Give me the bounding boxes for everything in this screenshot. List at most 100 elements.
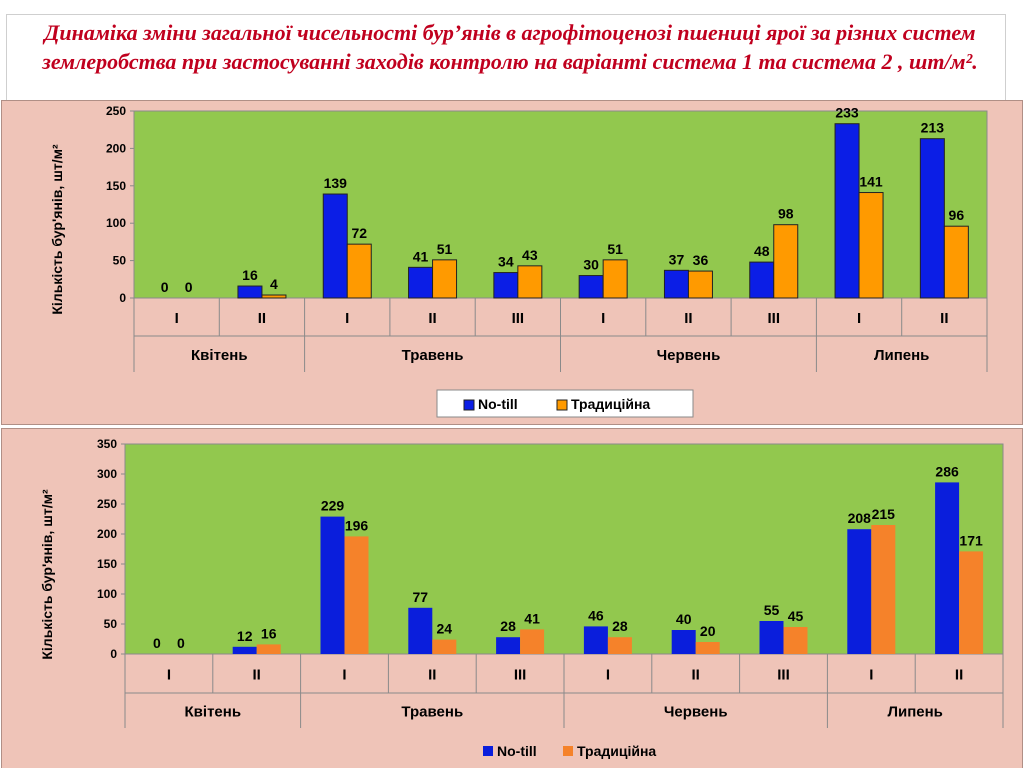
category-label: I	[606, 667, 610, 684]
y-tick-label: 100	[97, 587, 117, 601]
data-label: 196	[345, 517, 369, 533]
data-label: 141	[859, 174, 883, 190]
legend-label: Традиційна	[571, 396, 650, 412]
legend-swatch	[483, 746, 493, 756]
bar	[237, 285, 263, 299]
category-label: I	[601, 310, 605, 327]
bar	[607, 637, 632, 654]
category-label: II	[428, 667, 436, 684]
category-label: II	[940, 310, 948, 327]
data-label: 30	[583, 257, 599, 273]
data-label: 98	[778, 206, 794, 222]
data-label: 16	[261, 625, 277, 641]
data-label: 77	[413, 589, 429, 605]
y-tick-label: 250	[106, 104, 126, 118]
group-label: Липень	[887, 704, 942, 721]
bar	[493, 272, 519, 299]
bar	[432, 639, 457, 654]
bar	[602, 259, 628, 299]
legend-swatch	[563, 746, 573, 756]
data-label: 28	[500, 618, 516, 634]
data-label: 229	[321, 498, 345, 514]
data-label: 41	[524, 610, 540, 626]
data-label: 43	[522, 247, 538, 263]
bar	[408, 266, 434, 299]
legend-label: Традиційна	[577, 743, 656, 759]
bar	[583, 626, 608, 654]
data-label: 28	[612, 618, 628, 634]
bar	[432, 259, 458, 299]
slide-title: Динаміка зміни загальної чисельності бур…	[42, 20, 978, 74]
bar	[496, 637, 521, 654]
bar	[517, 265, 543, 299]
category-label: II	[692, 667, 700, 684]
y-tick-label: 150	[106, 179, 126, 193]
data-label: 16	[242, 267, 258, 283]
bar	[232, 646, 257, 654]
data-label: 208	[848, 510, 872, 526]
group-label: Червень	[657, 347, 721, 364]
bar	[847, 529, 872, 654]
y-tick-label: 0	[119, 291, 126, 305]
category-label: II	[684, 310, 692, 327]
category-label: I	[869, 667, 873, 684]
category-label: III	[514, 667, 527, 684]
group-label: Квітень	[185, 704, 242, 721]
data-label: 72	[351, 225, 367, 241]
data-label: 233	[835, 105, 859, 121]
bar	[322, 193, 348, 299]
y-tick-label: 300	[97, 467, 117, 481]
category-label: I	[167, 667, 171, 684]
legend-label: No-till	[497, 743, 537, 759]
data-label: 286	[935, 463, 959, 479]
bar	[959, 551, 984, 654]
bar	[943, 225, 969, 299]
category-label: II	[428, 310, 436, 327]
bar	[261, 294, 287, 299]
bar	[256, 644, 281, 654]
bar	[749, 261, 775, 299]
bar	[935, 482, 960, 654]
y-tick-label: 350	[97, 437, 117, 451]
bar	[858, 192, 884, 299]
data-label: 51	[607, 241, 623, 257]
data-label: 34	[498, 254, 514, 270]
legend-swatch	[463, 399, 475, 411]
bar	[783, 627, 808, 654]
bar	[773, 224, 799, 299]
y-tick-label: 200	[97, 527, 117, 541]
bar	[344, 536, 369, 654]
group-label: Квітень	[191, 347, 248, 364]
group-label: Травень	[402, 347, 464, 364]
y-axis-title: Кількість бур'янів, шт/м²	[39, 489, 55, 660]
bar	[671, 630, 696, 654]
category-label: I	[342, 667, 346, 684]
y-axis-title: Кількість бур'янів, шт/м²	[49, 144, 65, 315]
data-label: 45	[788, 608, 804, 624]
bar	[759, 621, 784, 654]
bar	[687, 270, 713, 299]
category-label: II	[955, 667, 963, 684]
data-label: 37	[669, 251, 685, 267]
bar	[834, 123, 860, 299]
y-tick-label: 50	[113, 254, 127, 268]
legend-swatch	[556, 399, 568, 411]
data-label: 48	[754, 243, 770, 259]
bar	[408, 607, 433, 654]
y-tick-label: 250	[97, 497, 117, 511]
data-label: 20	[700, 623, 716, 639]
data-label: 55	[764, 602, 780, 618]
category-label: III	[512, 310, 525, 327]
data-label: 41	[413, 248, 429, 264]
bar	[663, 269, 689, 299]
bar	[578, 275, 604, 299]
data-label: 36	[693, 252, 709, 268]
y-tick-label: 50	[104, 617, 118, 631]
data-label: 51	[437, 241, 453, 257]
bar	[871, 525, 896, 654]
category-label: I	[345, 310, 349, 327]
legend-label: No-till	[478, 396, 518, 412]
data-label: 139	[324, 175, 348, 191]
bar	[346, 243, 372, 299]
